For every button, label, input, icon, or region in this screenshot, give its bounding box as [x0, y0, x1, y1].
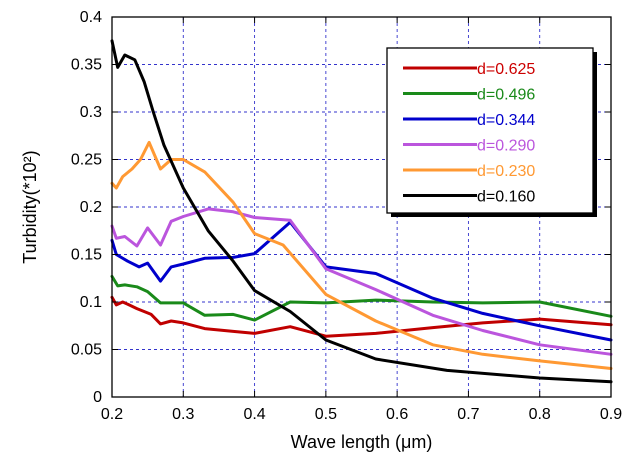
- legend-label: d=0.496: [477, 87, 535, 104]
- legend-label: d=0.230: [477, 163, 535, 180]
- legend-box: [386, 47, 594, 214]
- tick-layer: 0.2 0.3 0.4 0.5 0.6 0.7 0.8 0.9 0 0.05 0.1 0.15 0.2 0…: [71, 9, 622, 423]
- x-tick-label: 0.9: [600, 406, 622, 423]
- y-tick-label: 0.15: [71, 247, 102, 264]
- series-line-d=0.160: [110, 39, 613, 384]
- y-tick-label: 0.3: [80, 104, 102, 121]
- x-axis-title: Wave length (μm): [291, 432, 433, 452]
- x-tick-label: 0.7: [457, 406, 479, 423]
- y-tick-label: 0.35: [71, 57, 102, 74]
- series-line-d=0.625: [110, 295, 613, 338]
- series-line-d=0.290: [110, 207, 613, 356]
- legend: d=0.625 d=0.496 d=0.344 d=0.290 d=0.230 d=0.1…: [386, 47, 597, 217]
- x-tick-label: 0.4: [243, 406, 265, 423]
- y-tick-label: 0.05: [71, 342, 102, 359]
- y-tick-label: 0.25: [71, 152, 102, 169]
- x-tick-label: 0.2: [101, 406, 123, 423]
- series-line-d=0.230: [110, 140, 613, 370]
- series-layer: [110, 39, 613, 384]
- legend-label: d=0.344: [477, 112, 535, 129]
- y-tick-label: 0.4: [80, 9, 102, 26]
- y-tick-label: 0.1: [80, 294, 102, 311]
- y-axis-title: Turbidity(*10²): [20, 150, 40, 263]
- legend-label: d=0.625: [477, 61, 535, 78]
- x-tick-label: 0.5: [315, 406, 337, 423]
- x-tick-label: 0.3: [172, 406, 194, 423]
- x-tick-label: 0.8: [529, 406, 551, 423]
- legend-label: d=0.290: [477, 138, 535, 155]
- x-tick-label: 0.6: [386, 406, 408, 423]
- y-tick-label: 0: [93, 389, 102, 406]
- series-line-d=0.344: [110, 220, 613, 342]
- legend-label: d=0.160: [477, 189, 535, 206]
- y-tick-label: 0.2: [80, 199, 102, 216]
